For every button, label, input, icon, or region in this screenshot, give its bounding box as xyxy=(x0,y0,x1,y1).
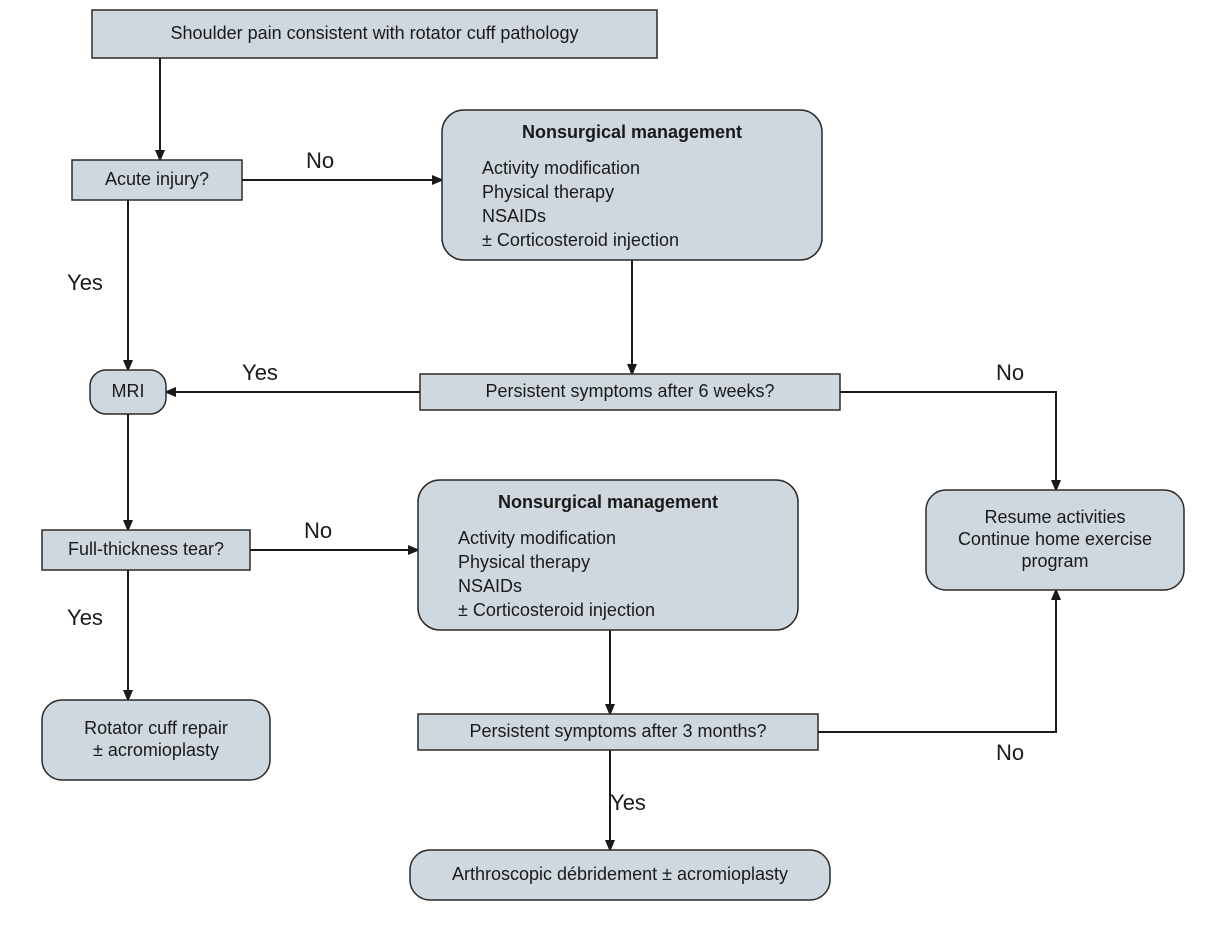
edge-e6-label: No xyxy=(996,360,1024,385)
node-fullthick: Full-thickness tear? xyxy=(42,530,250,570)
node-repair-line-1: ± acromioplasty xyxy=(93,740,219,760)
node-resume-line-1: Continue home exercise xyxy=(958,529,1152,549)
node-nsm1-title: Nonsurgical management xyxy=(522,122,742,142)
edge-e5-label: Yes xyxy=(242,360,278,385)
node-debride-line-0: Arthroscopic débridement ± acromioplasty xyxy=(452,864,788,884)
node-nsm2: Nonsurgical management Activity modificat… xyxy=(418,480,798,630)
node-nsm2-line-2: NSAIDs xyxy=(458,576,522,596)
flowchart-canvas: No Yes Yes No No Yes No Yes Shoulder pain consi… xyxy=(0,0,1208,932)
nodes-layer: Shoulder pain consistent with rotator cu… xyxy=(42,10,1184,900)
node-fullthick-line-0: Full-thickness tear? xyxy=(68,539,224,559)
node-resume-line-2: program xyxy=(1021,551,1088,571)
node-persist3: Persistent symptoms after 3 months? xyxy=(418,714,818,750)
edge-e3-label: Yes xyxy=(67,270,103,295)
node-acute-line-0: Acute injury? xyxy=(105,169,209,189)
node-nsm2-line-1: Physical therapy xyxy=(458,552,590,572)
node-nsm1-line-0: Activity modification xyxy=(482,158,640,178)
node-start: Shoulder pain consistent with rotator cu… xyxy=(92,10,657,58)
edge-e9-label: Yes xyxy=(67,605,103,630)
node-persist3-line-0: Persistent symptoms after 3 months? xyxy=(469,721,766,741)
node-nsm2-line-3: ± Corticosteroid injection xyxy=(458,600,655,620)
node-start-line-0: Shoulder pain consistent with rotator cu… xyxy=(171,23,579,43)
node-resume-line-0: Resume activities xyxy=(984,507,1125,527)
node-nsm1: Nonsurgical management Activity modificat… xyxy=(442,110,822,260)
node-persist6: Persistent symptoms after 6 weeks? xyxy=(420,374,840,410)
edge-e2-label: No xyxy=(306,148,334,173)
node-nsm2-line-0: Activity modification xyxy=(458,528,616,548)
node-mri: MRI xyxy=(90,370,166,414)
node-acute: Acute injury? xyxy=(72,160,242,200)
node-nsm2-title: Nonsurgical management xyxy=(498,492,718,512)
edge-e12-label: Yes xyxy=(610,790,646,815)
node-nsm1-line-1: Physical therapy xyxy=(482,182,614,202)
node-repair-line-0: Rotator cuff repair xyxy=(84,718,228,738)
edge-e11 xyxy=(818,590,1056,732)
node-mri-line-0: MRI xyxy=(112,381,145,401)
node-repair: Rotator cuff repair± acromioplasty xyxy=(42,700,270,780)
node-persist6-line-0: Persistent symptoms after 6 weeks? xyxy=(485,381,774,401)
node-nsm1-line-2: NSAIDs xyxy=(482,206,546,226)
edge-e6 xyxy=(840,392,1056,490)
edge-e11-label: No xyxy=(996,740,1024,765)
node-nsm1-line-3: ± Corticosteroid injection xyxy=(482,230,679,250)
node-resume: Resume activitiesContinue home exercisep… xyxy=(926,490,1184,590)
edge-e8-label: No xyxy=(304,518,332,543)
node-debride: Arthroscopic débridement ± acromioplasty xyxy=(410,850,830,900)
